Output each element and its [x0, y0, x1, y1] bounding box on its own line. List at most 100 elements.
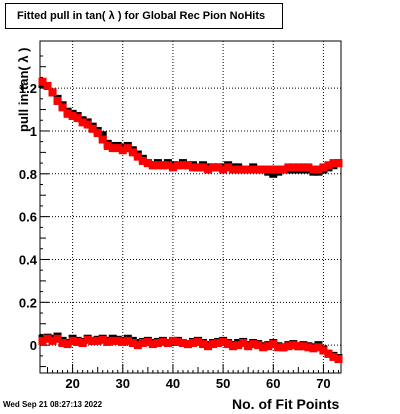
data-point [128, 339, 137, 348]
data-point [304, 343, 313, 352]
data-point [314, 343, 323, 352]
data-point [279, 165, 288, 174]
data-point [128, 148, 137, 157]
data-point [88, 336, 97, 345]
data-point [189, 163, 198, 172]
data-point [63, 109, 72, 118]
axis-ticks [40, 55, 339, 373]
data-point [48, 88, 57, 97]
data-point [68, 336, 77, 345]
data-point [158, 161, 167, 170]
data-point [168, 163, 177, 172]
x-tick-label: 30 [116, 376, 130, 391]
data-point [73, 114, 82, 123]
data-point [274, 343, 283, 352]
y-tick-label: 0.6 [19, 210, 37, 225]
data-point [224, 340, 233, 349]
data-point [219, 337, 228, 346]
data-point [183, 161, 192, 170]
data-point [63, 340, 72, 349]
data-point [224, 163, 233, 172]
data-point [279, 343, 288, 352]
data-point [148, 340, 157, 349]
data-point [209, 163, 218, 172]
data-point [334, 355, 343, 364]
data-point [183, 340, 192, 349]
data-point [189, 339, 198, 348]
data-point [254, 341, 263, 350]
y-tick-label: 0.4 [19, 252, 38, 267]
data-point [103, 141, 112, 150]
data-point [93, 129, 102, 138]
data-point [294, 342, 303, 351]
data-point [254, 165, 263, 174]
data-point [324, 349, 333, 358]
data-point [83, 120, 92, 129]
data-point [148, 161, 157, 170]
data-point [289, 341, 298, 350]
plot-frame [39, 40, 342, 374]
data-point [304, 163, 313, 172]
data-point [239, 339, 248, 348]
data-point [324, 161, 333, 170]
data-point [239, 165, 248, 174]
data-point [168, 336, 177, 345]
data-point [88, 124, 97, 133]
x-tick-label: 20 [65, 376, 79, 391]
data-point [249, 340, 258, 349]
data-point [113, 336, 122, 345]
data-point [123, 144, 132, 153]
data-point [83, 335, 92, 344]
data-point [118, 337, 127, 346]
data-point [173, 161, 182, 170]
data-point [58, 339, 67, 348]
data-point [209, 340, 218, 349]
data-point [234, 341, 243, 350]
data-point [294, 163, 303, 172]
data-point [138, 339, 147, 348]
data-point [43, 334, 52, 343]
data-point [123, 336, 132, 345]
data-point [108, 144, 117, 153]
data-point [299, 342, 308, 351]
data-point [259, 165, 268, 174]
data-point [48, 336, 57, 345]
data-point [309, 344, 318, 353]
data-point [299, 163, 308, 172]
data-point [204, 165, 213, 174]
y-tick-label: 1 [30, 124, 37, 139]
data-point [249, 165, 258, 174]
data-point [264, 342, 273, 351]
data-point [269, 169, 278, 178]
data-point [309, 165, 318, 174]
data-point [53, 96, 62, 105]
data-point [178, 339, 187, 348]
data-point [214, 163, 223, 172]
x-tick-label: 70 [316, 376, 330, 391]
data-point [58, 103, 67, 112]
data-point [163, 339, 172, 348]
x-tick-label: 50 [216, 376, 230, 391]
data-point [329, 159, 338, 168]
data-point [199, 340, 208, 349]
data-point [153, 339, 162, 348]
x-axis-label: No. of Fit Points [232, 396, 340, 412]
data-point [178, 161, 187, 170]
y-tick-label: 1.2 [19, 81, 37, 96]
data-point [43, 81, 52, 90]
data-point [219, 165, 228, 174]
data-point [98, 135, 107, 144]
data-point [138, 156, 147, 165]
y-tick-label: 0 [30, 338, 37, 353]
data-point [229, 165, 238, 174]
data-point [113, 144, 122, 153]
data-point [143, 337, 152, 346]
data-point [38, 77, 47, 86]
data-point [194, 163, 203, 172]
data-point [53, 334, 62, 343]
footer-timestamp: Wed Sep 21 08:27:13 2022 [3, 400, 103, 409]
data-point [334, 159, 343, 168]
y-tick-label: 0.2 [19, 295, 37, 310]
data-point [158, 337, 167, 346]
